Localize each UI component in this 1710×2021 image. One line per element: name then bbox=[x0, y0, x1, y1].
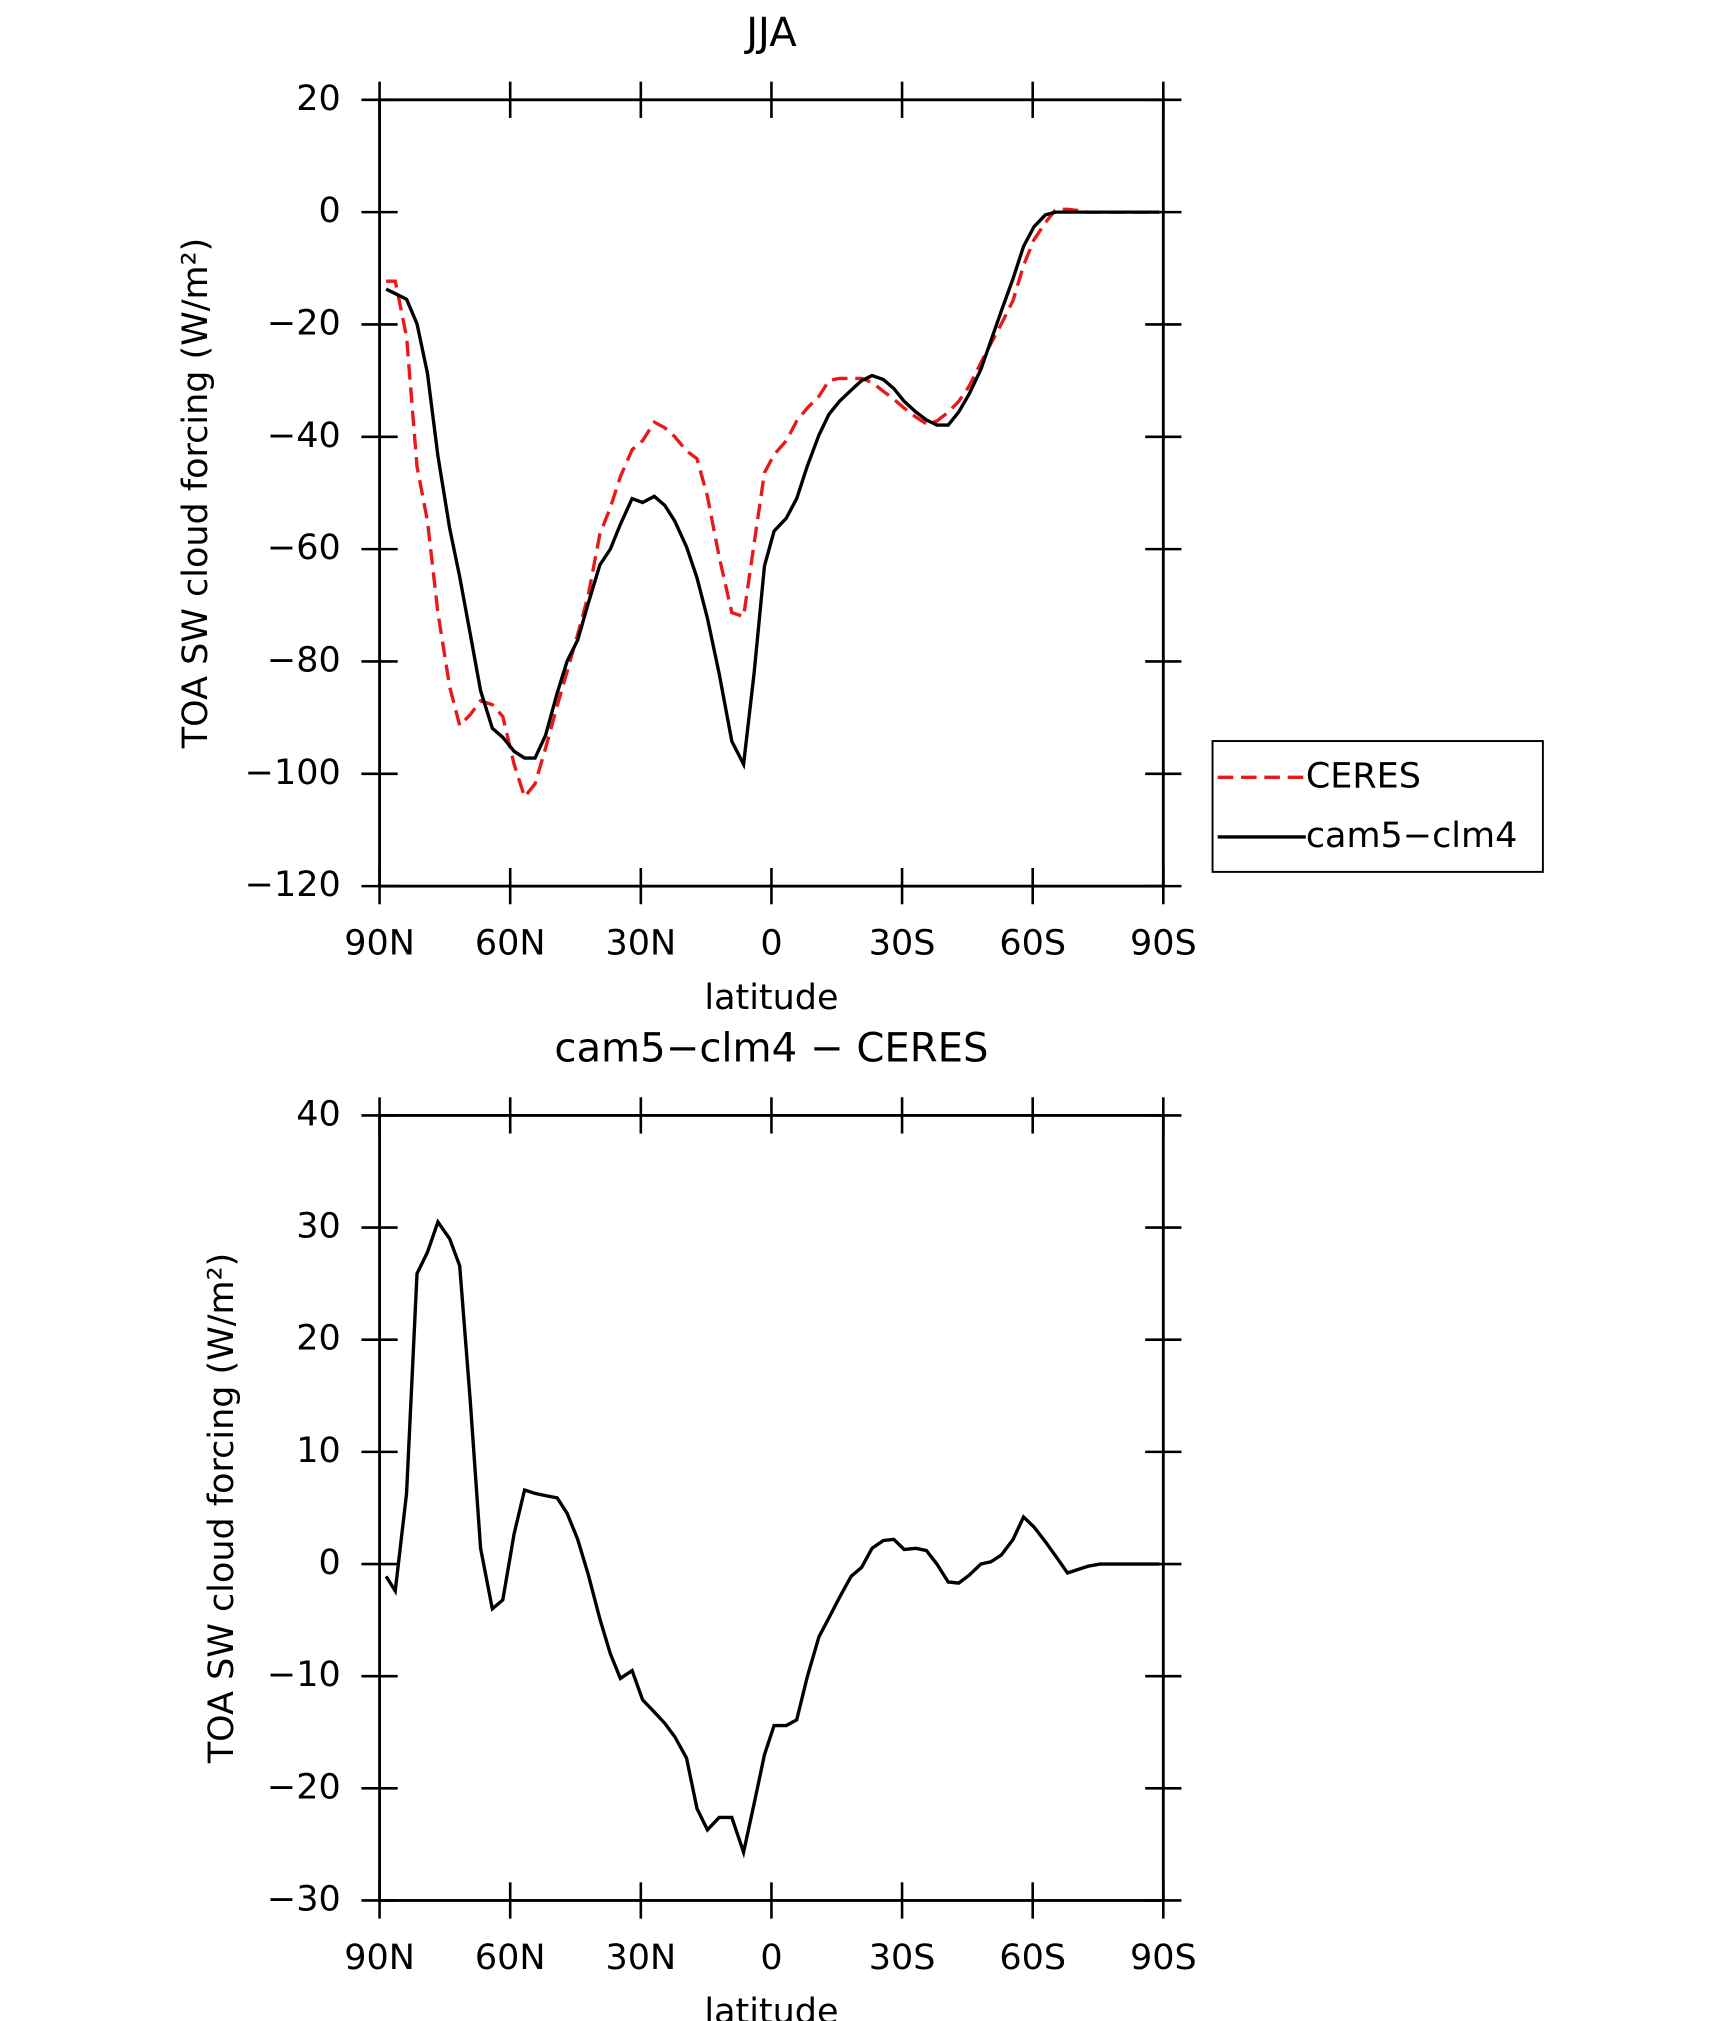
y-tick-label: −100 bbox=[245, 753, 341, 793]
y-tick-label: 10 bbox=[296, 1431, 341, 1471]
y-tick-label: −20 bbox=[267, 303, 341, 343]
x-tick-label: 30N bbox=[605, 1938, 676, 1978]
y-tick-label: 20 bbox=[296, 79, 341, 119]
legend-label: cam5−clm4 bbox=[1306, 816, 1518, 856]
chart-title: cam5−clm4 − CERES bbox=[554, 1026, 988, 1072]
x-tick-label: 0 bbox=[760, 923, 782, 963]
legend-box bbox=[1211, 740, 1544, 873]
plot-frame bbox=[378, 1114, 1165, 1902]
x-tick-label: 0 bbox=[760, 1938, 782, 1978]
x-tick-label: 30S bbox=[869, 1938, 936, 1978]
y-axis-label: TOA SW cloud forcing (W/m²) bbox=[176, 238, 216, 749]
line-series bbox=[386, 207, 1160, 801]
y-tick-label: 30 bbox=[296, 1207, 341, 1247]
x-axis-label: latitude bbox=[704, 1992, 838, 2021]
y-axis-label: TOA SW cloud forcing (W/m²) bbox=[202, 1253, 242, 1764]
y-tick-label: −120 bbox=[245, 865, 341, 905]
y-tick-label: 0 bbox=[318, 191, 340, 231]
y-tick-label: 40 bbox=[296, 1094, 341, 1134]
x-tick-label: 60N bbox=[475, 923, 546, 963]
x-tick-label: 30S bbox=[869, 923, 936, 963]
y-tick-label: 0 bbox=[318, 1543, 340, 1583]
x-tick-label: 30N bbox=[605, 923, 676, 963]
x-tick-label: 90S bbox=[1130, 923, 1197, 963]
x-tick-label: 90N bbox=[344, 1938, 415, 1978]
chart-title: JJA bbox=[743, 10, 797, 56]
x-axis-label: latitude bbox=[704, 978, 838, 1018]
x-tick-label: 60S bbox=[999, 1938, 1066, 1978]
x-tick-label: 60N bbox=[475, 1938, 546, 1978]
line-series bbox=[385, 210, 1160, 770]
x-tick-label: 90N bbox=[344, 923, 415, 963]
x-tick-label: 60S bbox=[999, 923, 1066, 963]
y-tick-label: 20 bbox=[296, 1319, 341, 1359]
legend-label: CERES bbox=[1306, 756, 1421, 796]
y-tick-label: −10 bbox=[267, 1655, 341, 1695]
x-tick-label: 90S bbox=[1130, 1938, 1197, 1978]
y-tick-label: −80 bbox=[267, 640, 341, 680]
line-series bbox=[384, 1218, 1160, 1859]
y-tick-label: −30 bbox=[267, 1879, 341, 1919]
y-tick-label: −20 bbox=[267, 1767, 341, 1807]
plot-frame bbox=[378, 98, 1165, 888]
y-tick-label: −40 bbox=[267, 416, 341, 456]
y-tick-label: −60 bbox=[267, 528, 341, 568]
